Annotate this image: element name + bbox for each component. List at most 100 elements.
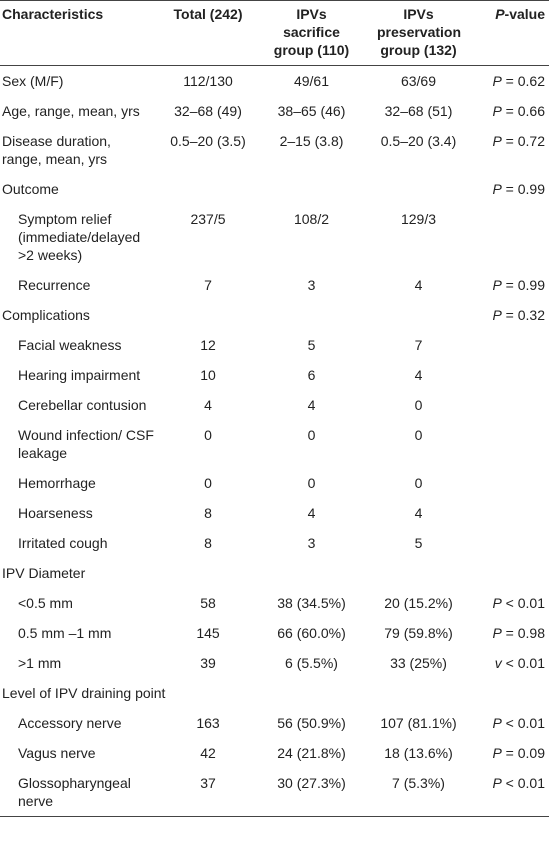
row-label: Wound infection/ CSF leakage <box>0 420 158 468</box>
cell-text: Hemorrhage <box>18 475 96 491</box>
cell-text: Wound infection/ CSF leakage <box>18 427 154 461</box>
cell-text: Irritated cough <box>18 535 108 551</box>
table-cell: 0 <box>158 468 258 498</box>
table-cell: P = 0.09 <box>472 738 549 768</box>
cell-text: 4 <box>414 277 423 293</box>
cell-text: 10 <box>200 367 216 383</box>
table-cell: 4 <box>365 270 472 300</box>
section-title: Level of IPV draining point <box>0 678 472 708</box>
table-cell: 10 <box>158 360 258 390</box>
table-row: Irritated cough 8 3 5 <box>0 528 549 558</box>
cell-text: P = 0.09 <box>492 745 545 761</box>
cell-text: 4 <box>307 505 316 521</box>
cell-text: Disease duration, range, mean, yrs <box>2 133 111 167</box>
cell-text: Symptom relief (immediate/delayed >2 wee… <box>18 211 141 263</box>
cell-text: P < 0.01 <box>492 715 545 731</box>
table-cell: 24 (21.8%) <box>258 738 365 768</box>
cell-text: Cerebellar contusion <box>18 397 147 413</box>
cell-text: IPV Diameter <box>2 565 86 581</box>
cell-text: 0.5–20 (3.4) <box>380 133 457 149</box>
table-cell <box>472 468 549 498</box>
cell-text: P < 0.01 <box>492 595 545 611</box>
cell-text: 30 (27.3%) <box>277 775 346 791</box>
table-cell: P = 0.99 <box>472 270 549 300</box>
table-cell <box>472 420 549 468</box>
table-cell: P = 0.98 <box>472 618 549 648</box>
table-cell: 0 <box>158 420 258 468</box>
cell-text: 56 (50.9%) <box>277 715 346 731</box>
cell-text: 0 <box>414 397 423 413</box>
table-cell: 145 <box>158 618 258 648</box>
cell-text: 20 (15.2%) <box>384 595 453 611</box>
table-row: Disease duration, range, mean, yrs 0.5–20… <box>0 126 549 174</box>
table-cell <box>472 528 549 558</box>
cell-text: P = 0.99 <box>492 181 545 197</box>
table-cell: 0 <box>365 420 472 468</box>
table-cell: 56 (50.9%) <box>258 708 365 738</box>
cell-text: 4 <box>307 397 316 413</box>
table-cell: 32–68 (49) <box>158 96 258 126</box>
table-cell: 0 <box>365 390 472 420</box>
cell-text: 0 <box>414 475 423 491</box>
cell-text: 0 <box>204 475 212 491</box>
table-cell <box>472 360 549 390</box>
cell-text: 49/61 <box>293 73 330 89</box>
table-cell: P = 0.72 <box>472 126 549 174</box>
section-row: Outcome P = 0.99 <box>0 174 549 204</box>
cell-text: v < 0.01 <box>494 655 545 671</box>
header-cell: Characteristics <box>0 0 158 66</box>
row-label: <0.5 mm <box>0 588 158 618</box>
table-row: Recurrence 7 3 4 P = 0.99 <box>0 270 549 300</box>
table-cell: P = 0.66 <box>472 96 549 126</box>
cell-text: 32–68 (49) <box>174 103 242 119</box>
cell-text: >1 mm <box>18 655 62 671</box>
table-row: Vagus nerve 42 24 (21.8%) 18 (13.6%) P = 0.0… <box>0 738 549 768</box>
table-cell: 30 (27.3%) <box>258 768 365 817</box>
row-label: Accessory nerve <box>0 708 158 738</box>
table-cell <box>472 390 549 420</box>
table-cell: 37 <box>158 768 258 817</box>
cell-text: 163 <box>196 715 220 731</box>
cell-text: 8 <box>204 535 212 551</box>
cell-text: Vagus nerve <box>18 745 96 761</box>
cell-text: 79 (59.8%) <box>384 625 453 641</box>
table-cell: 79 (59.8%) <box>365 618 472 648</box>
table-cell: 0.5–20 (3.4) <box>365 126 472 174</box>
table-row: Cerebellar contusion 4 4 0 <box>0 390 549 420</box>
cell-text: 129/3 <box>400 211 437 227</box>
table-cell: 12 <box>158 330 258 360</box>
table-row: Sex (M/F) 112/130 49/61 63/69 P = 0.62 <box>0 66 549 97</box>
table-row: >1 mm 39 6 (5.5%) 33 (25%) v < 0.01 <box>0 648 549 678</box>
cell-text: 4 <box>414 367 423 383</box>
table-cell: 4 <box>258 390 365 420</box>
cell-text: 2–15 (3.8) <box>279 133 344 149</box>
table-cell: 4 <box>365 360 472 390</box>
header-cell: IPVs sacrifice group (110) <box>258 0 365 66</box>
table-row: 0.5 mm –1 mm 145 66 (60.0%) 79 (59.8%) P = 0… <box>0 618 549 648</box>
cell-text: 112/130 <box>183 73 233 89</box>
row-label: >1 mm <box>0 648 158 678</box>
table-cell: 4 <box>365 498 472 528</box>
data-table: Characteristics Total (242) IPVs sacrifice… <box>0 0 549 817</box>
table-cell: 2–15 (3.8) <box>258 126 365 174</box>
section-p-value: P = 0.32 <box>472 300 549 330</box>
table-cell: 0.5–20 (3.5) <box>158 126 258 174</box>
table-cell: 42 <box>158 738 258 768</box>
cell-text: 24 (21.8%) <box>277 745 346 761</box>
cell-text: Total (242) <box>173 6 243 22</box>
row-label: Irritated cough <box>0 528 158 558</box>
section-p-value: P = 0.99 <box>472 174 549 204</box>
cell-text: 4 <box>204 397 212 413</box>
table-cell: P < 0.01 <box>472 708 549 738</box>
cell-text: Complications <box>2 307 90 323</box>
cell-text: 37 <box>200 775 216 791</box>
table-cell: 8 <box>158 528 258 558</box>
table-cell: 18 (13.6%) <box>365 738 472 768</box>
row-label: Hoarseness <box>0 498 158 528</box>
cell-text: 0.5 mm –1 mm <box>18 625 112 641</box>
table-cell: 49/61 <box>258 66 365 97</box>
cell-text: 7 <box>414 337 423 353</box>
table-row: Hoarseness 8 4 4 <box>0 498 549 528</box>
section-title: IPV Diameter <box>0 558 472 588</box>
cell-text: P = 0.98 <box>492 625 545 641</box>
